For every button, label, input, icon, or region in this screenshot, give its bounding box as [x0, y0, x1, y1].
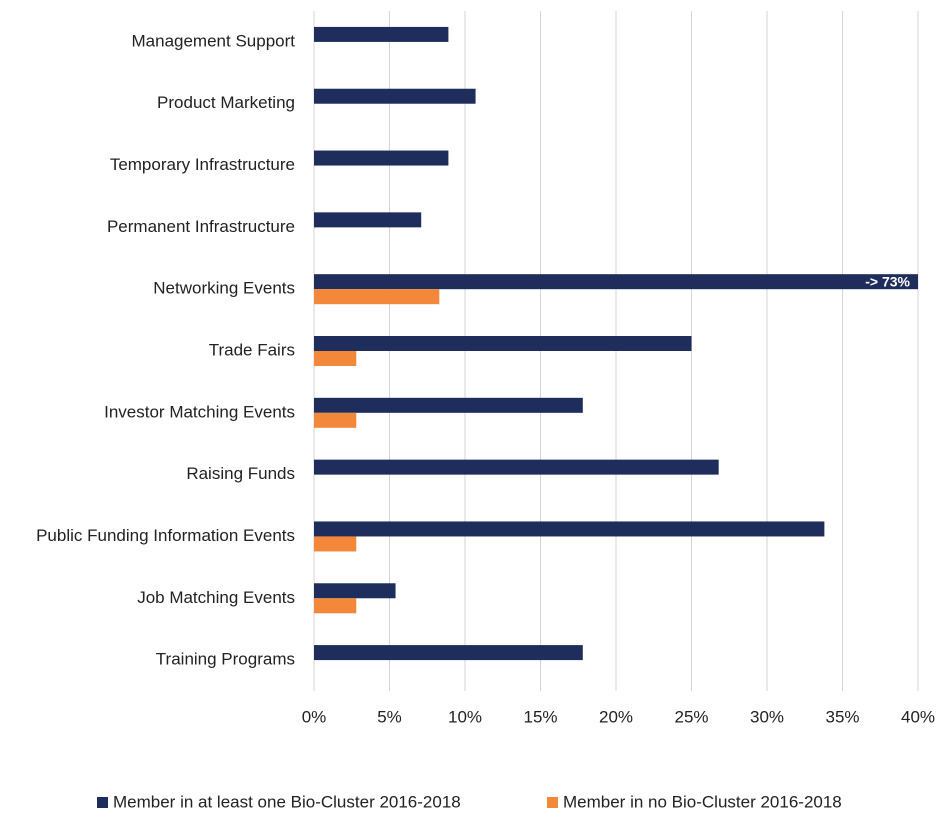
- bar: [314, 88, 476, 104]
- bar: [314, 274, 918, 290]
- bar: [314, 289, 440, 305]
- y-tick-label: Public Funding Information Events: [36, 526, 295, 545]
- legend-swatch: [97, 797, 108, 808]
- y-tick-label: Investor Matching Events: [104, 402, 295, 421]
- bar: [314, 536, 357, 552]
- bar: [314, 412, 357, 428]
- bar: [314, 212, 422, 228]
- legend-label: Member in no Bio-Cluster 2016-2018: [563, 792, 842, 811]
- x-tick-label: 35%: [825, 707, 859, 726]
- bar: [314, 150, 449, 166]
- y-tick-label: Job Matching Events: [137, 588, 295, 607]
- legend-swatch: [547, 797, 558, 808]
- x-tick-label: 40%: [901, 707, 935, 726]
- y-tick-label: Trade Fairs: [209, 340, 295, 359]
- y-tick-label: Temporary Infrastructure: [110, 155, 295, 174]
- x-tick-label: 20%: [599, 707, 633, 726]
- y-tick-label: Management Support: [132, 31, 296, 50]
- y-tick-label: Permanent Infrastructure: [107, 217, 295, 236]
- x-tick-label: 25%: [674, 707, 708, 726]
- bar: [314, 26, 449, 42]
- x-tick-label: 10%: [448, 707, 482, 726]
- x-tick-label: 30%: [750, 707, 784, 726]
- y-tick-label: Product Marketing: [157, 93, 295, 112]
- x-tick-label: 0%: [302, 707, 327, 726]
- bar: [314, 645, 583, 661]
- legend-label: Member in at least one Bio-Cluster 2016-…: [113, 792, 461, 811]
- y-tick-label: Networking Events: [153, 279, 295, 298]
- y-tick-label: Training Programs: [156, 650, 295, 669]
- bar: [314, 336, 692, 351]
- bar: [314, 459, 719, 475]
- x-tick-label: 5%: [377, 707, 402, 726]
- bar: [314, 598, 357, 614]
- bar: [314, 351, 357, 366]
- bar: [314, 583, 396, 599]
- bar: [314, 521, 825, 537]
- x-tick-label: 15%: [523, 707, 557, 726]
- bar: [314, 397, 583, 413]
- y-tick-label: Raising Funds: [186, 464, 295, 483]
- data-label: -> 73%: [865, 273, 910, 289]
